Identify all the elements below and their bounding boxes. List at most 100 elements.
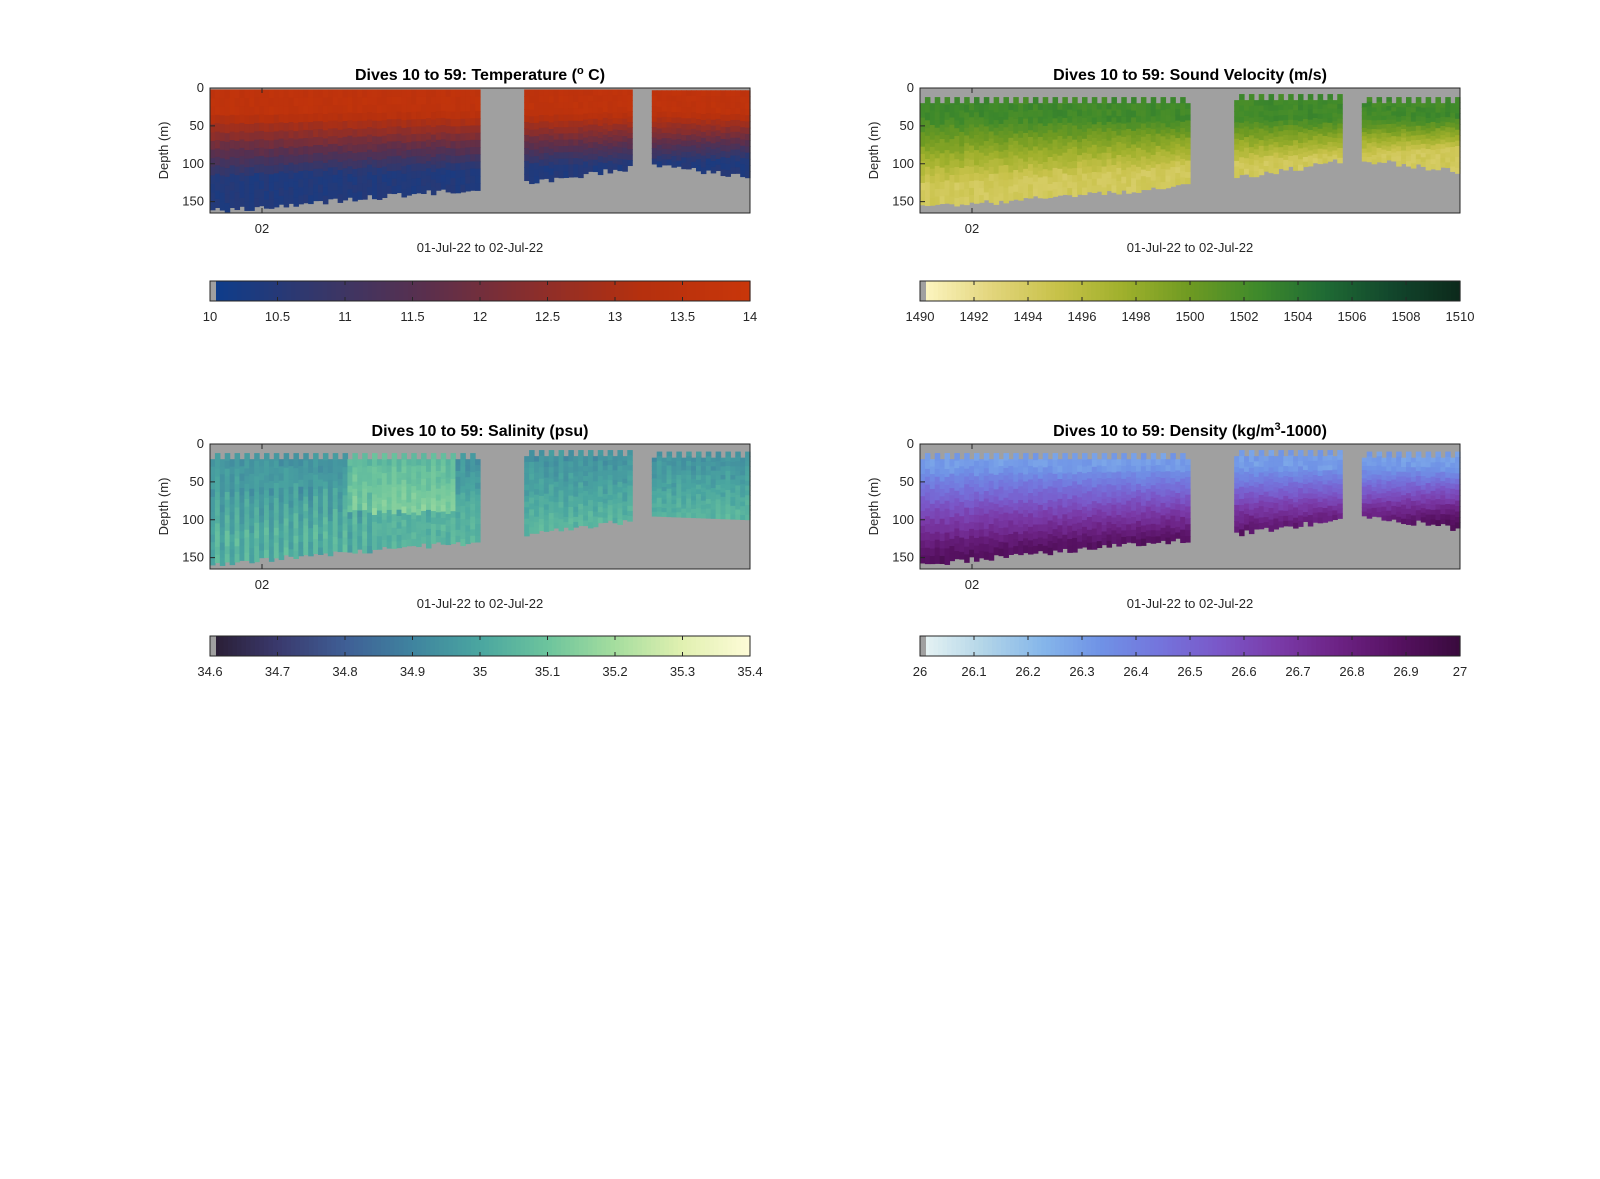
- data-cell: [939, 555, 946, 565]
- data-cell: [337, 538, 344, 546]
- data-cell: [214, 460, 221, 470]
- data-cell: [725, 96, 731, 104]
- data-cell: [1008, 179, 1014, 187]
- data-cell: [1062, 138, 1068, 147]
- data-cell: [1155, 145, 1162, 153]
- data-cell: [362, 545, 368, 554]
- data-cell: [219, 466, 226, 475]
- data-cell: [924, 166, 931, 176]
- data-cell: [372, 89, 378, 98]
- data-cell: [1288, 155, 1294, 162]
- data-cell: [578, 520, 584, 527]
- data-cell: [219, 519, 226, 529]
- data-cell: [735, 137, 741, 145]
- data-cell: [1371, 155, 1378, 160]
- data-cell: [622, 505, 628, 512]
- data-cell: [1234, 127, 1240, 134]
- data-cell: [671, 470, 677, 476]
- data-cell: [372, 535, 378, 544]
- data-cell: [553, 127, 560, 134]
- data-cell: [710, 505, 717, 511]
- data-cell: [661, 159, 668, 166]
- data-cell: [983, 133, 990, 142]
- colorbar-strip: [1172, 281, 1178, 301]
- data-cell: [411, 486, 417, 494]
- data-cell: [1096, 184, 1103, 192]
- data-cell: [1312, 109, 1319, 115]
- x-tick-label: 02: [255, 577, 269, 592]
- data-cell: [367, 472, 373, 480]
- data-cell: [283, 114, 290, 124]
- colorbar-strip: [264, 636, 270, 656]
- data-cell: [254, 189, 260, 199]
- data-cell: [278, 114, 285, 123]
- data-cell: [696, 142, 702, 149]
- data-cell: [725, 494, 731, 501]
- data-cell: [607, 495, 614, 501]
- colorbar-strip: [511, 281, 517, 301]
- data-cell: [583, 495, 589, 502]
- data-cell: [602, 470, 609, 476]
- data-cell: [1258, 117, 1265, 124]
- data-cell: [1396, 121, 1402, 128]
- data-cell: [617, 147, 623, 154]
- data-cell: [1175, 108, 1181, 116]
- data-cell: [440, 511, 447, 519]
- data-cell: [239, 516, 245, 525]
- data-cell: [1018, 493, 1024, 501]
- data-cell: [691, 90, 697, 97]
- data-cell: [617, 460, 623, 467]
- data-cell: [1376, 138, 1383, 144]
- data-cell: [583, 466, 589, 472]
- data-cell: [367, 532, 373, 541]
- data-cell: [700, 496, 707, 502]
- data-cell: [376, 97, 383, 106]
- data-cell: [534, 162, 540, 171]
- data-cell: [440, 96, 447, 105]
- data-cell: [583, 131, 589, 139]
- data-cell: [1322, 153, 1329, 159]
- data-cell: [430, 453, 437, 461]
- data-cell: [676, 507, 682, 513]
- data-cell: [700, 504, 707, 510]
- data-cell: [1420, 148, 1427, 154]
- data-cell: [1091, 144, 1098, 153]
- data-cell: [308, 459, 314, 467]
- data-cell: [617, 124, 623, 131]
- data-cell: [959, 509, 965, 517]
- data-cell: [1322, 126, 1329, 133]
- data-cell: [430, 112, 437, 121]
- data-cell: [1003, 119, 1009, 128]
- data-cell: [1396, 116, 1402, 123]
- data-cell: [283, 489, 290, 498]
- data-cell: [259, 536, 265, 545]
- data-cell: [244, 175, 250, 186]
- data-cell: [244, 89, 250, 99]
- data-cell: [1337, 94, 1343, 100]
- data-cell: [470, 497, 476, 505]
- colorbar-strip: [228, 636, 234, 656]
- data-cell: [376, 191, 383, 200]
- data-cell: [1136, 179, 1142, 187]
- data-cell: [924, 476, 931, 486]
- data-cell: [396, 484, 403, 492]
- data-cell: [720, 151, 727, 158]
- data-cell: [1042, 154, 1049, 163]
- data-cell: [1057, 518, 1063, 526]
- data-cell: [1086, 109, 1093, 117]
- data-cell: [534, 116, 540, 124]
- data-cell: [298, 138, 304, 148]
- colorbar-strip: [394, 281, 400, 301]
- data-cell: [357, 183, 363, 193]
- data-cell: [710, 90, 717, 97]
- data-cell: [1067, 129, 1073, 137]
- data-cell: [1121, 117, 1127, 125]
- data-cell: [553, 95, 560, 103]
- data-cell: [1062, 166, 1068, 175]
- data-cell: [529, 149, 535, 158]
- data-cell: [367, 505, 373, 514]
- data-cell: [1057, 175, 1063, 183]
- data-cell: [475, 518, 481, 525]
- colorbar-strip: [547, 281, 553, 301]
- data-cell: [1023, 175, 1029, 184]
